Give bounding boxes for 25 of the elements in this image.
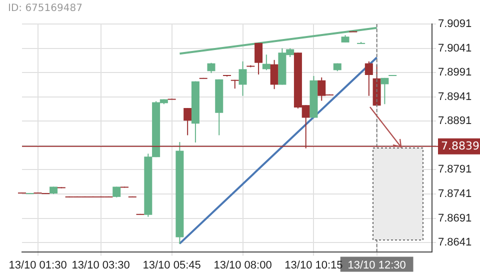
candlestick [380, 77, 389, 105]
y-tick-label: 7.9041 [438, 42, 472, 54]
candlestick [262, 54, 270, 71]
candlestick [364, 60, 373, 96]
candlestick [207, 62, 216, 74]
x-tick-label: 13/10 12:30 [348, 259, 406, 272]
y-tick-label: 7.8891 [438, 115, 472, 128]
y-tick-label: 7.8691 [438, 212, 472, 224]
x-tick-label: 13/10 08:00 [214, 259, 272, 272]
x-tick-label: 13/10 05:45 [142, 259, 201, 272]
candlestick [184, 108, 192, 136]
x-tick-label: 13/10 03:30 [72, 259, 130, 272]
y-tick-label: 7.8641 [438, 236, 472, 249]
candlestick [238, 60, 247, 96]
candlestick [112, 186, 121, 198]
candlestick [254, 42, 263, 76]
x-tick-label: 13/10 01:30 [8, 259, 67, 272]
y-tick-label: 7.8941 [438, 90, 472, 103]
y-tick-label: 7.8741 [438, 188, 472, 200]
text: ID: 675169487 [8, 3, 82, 14]
y-tick-label: 7.8791 [438, 164, 472, 176]
candlestick [270, 59, 278, 90]
y-tick-label: 7.8991 [438, 66, 472, 79]
y-tick-label: 7.9091 [438, 18, 472, 30]
ref-line-label: 7.8839 [441, 139, 480, 152]
